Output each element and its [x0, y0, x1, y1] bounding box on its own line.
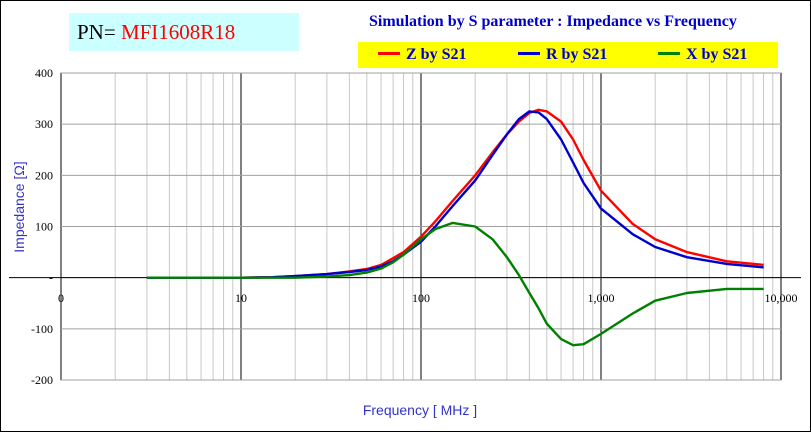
legend-item-x: X by S21	[658, 42, 747, 68]
part-number-box: PN= MFI1608R18	[69, 13, 299, 51]
x-axis-title: Frequency [ MHz ]	[363, 402, 477, 418]
part-number-prefix: PN=	[77, 20, 116, 44]
legend-item-z: Z by S21	[378, 42, 466, 68]
series-line-x	[146, 221, 764, 347]
x-tick-label: 10	[235, 291, 247, 305]
legend-item-r: R by S21	[518, 42, 607, 68]
chart-title: Simulation by S parameter : Impedance vs…	[369, 13, 737, 30]
legend-label-x: X by S21	[686, 46, 748, 63]
x-tick-label: 10,000	[765, 291, 798, 305]
legend-swatch-z	[378, 51, 400, 55]
x-tick-label: 0	[58, 291, 64, 305]
series-line-r	[146, 110, 764, 279]
y-tick-label: -	[49, 271, 53, 285]
x-tick-label: 1,000	[588, 291, 615, 305]
legend-label-z: Z by S21	[406, 46, 467, 63]
y-tick-label: 300	[35, 117, 53, 131]
y-tick-label: 400	[35, 66, 53, 80]
y-tick-label: -200	[31, 373, 53, 387]
legend-swatch-x	[658, 51, 680, 55]
x-tick-label: 100	[412, 291, 430, 305]
legend-label-r: R by S21	[546, 46, 608, 63]
part-number-value: MFI1608R18	[120, 20, 236, 44]
y-tick-label: 100	[35, 220, 53, 234]
y-tick-label: -100	[31, 322, 53, 336]
chart-legend: Z by S21 R by S21 X by S21	[358, 42, 778, 68]
y-tick-label: 200	[35, 168, 53, 182]
legend-swatch-r	[518, 51, 540, 55]
y-axis-title: Impedance [Ω]	[11, 161, 27, 252]
